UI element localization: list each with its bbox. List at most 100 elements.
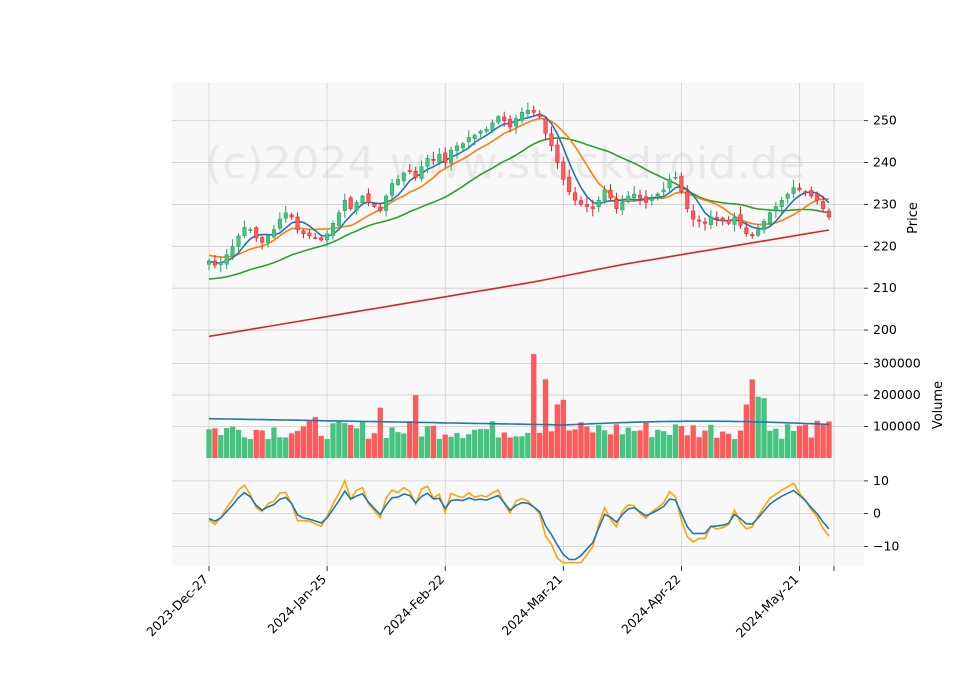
volume-bar [348,424,354,458]
candle-body [549,133,554,147]
volume-bar [613,424,620,458]
candle-body [454,145,460,152]
volume-bar [395,432,401,458]
y-tick-label: 250 [873,113,897,128]
ma-200-line [208,229,830,338]
candle-body [815,193,820,201]
candle-body [555,144,560,163]
volume-bar [318,435,324,458]
candle-body [809,190,814,197]
volume-bar [578,422,584,458]
volume-bar [336,420,342,458]
y-tick-label: 210 [873,280,897,295]
volume-bar [253,429,259,458]
candle-body [602,189,607,201]
candle-body [248,229,253,231]
candle-body [460,143,465,149]
volume-bar [661,431,667,458]
candle-body [584,204,589,207]
candle-body [779,200,784,208]
candle-body [649,197,654,201]
y-tick-label: 200 [873,322,897,337]
candle-body [567,176,572,193]
candle-body [277,218,282,229]
volume-bar [407,421,413,458]
volume-bar [637,430,643,458]
candle-body [266,235,271,243]
candle-body [224,254,229,265]
y-tick-label: 230 [873,196,897,211]
volume-bar [389,427,395,458]
candle-body [437,153,442,163]
ma-short-line [208,113,830,264]
x-tick-label: 2024-Jan-25 [264,572,329,637]
y-tick-label: 0 [873,506,881,521]
candle-body [767,212,772,224]
volume-bar [584,426,590,458]
volume-bar [596,425,602,458]
volume-bar [489,421,496,458]
candle-body [679,176,684,193]
volume-bar [525,432,531,458]
candle-body [537,114,542,117]
candle-body [230,246,235,257]
volume-bar [678,426,685,458]
volume-bar [542,379,549,458]
volume-bar [761,398,767,458]
candle-body [472,135,477,140]
oscillator-b-line [208,478,830,564]
volume-bar [365,438,372,458]
candle-body [384,195,389,211]
candle-body [519,112,524,121]
candle-body [218,261,223,266]
candle-body [714,217,719,220]
candle-body [236,235,241,247]
volume-bar [448,436,454,458]
candle-body [319,237,324,241]
candle-body [425,158,430,167]
volume-bar [531,354,537,458]
candle-body [307,232,312,237]
candle-body [254,227,259,239]
volume-bar [306,420,313,458]
candle-body [336,212,341,226]
volume-bar [371,433,377,458]
volume-bar [619,434,625,458]
y-tick-label: 200000 [873,387,921,402]
candle-body [325,233,330,241]
candle-body [525,109,530,114]
candle-body [762,220,767,231]
candle-body [720,217,725,222]
volume-bar [460,438,466,458]
volume-bar [790,431,797,458]
volume-bar [737,430,744,458]
volume-bar [259,430,265,458]
volume-bar [501,432,507,458]
candle-body [466,137,471,142]
volume-bar [785,424,791,458]
candle-body [342,200,347,211]
volume-ma-line [208,417,830,426]
candle-body [378,206,383,211]
volume-bar [289,433,295,458]
volume-bar [607,434,614,458]
volume-bar [649,437,655,458]
y-tick-label: 220 [873,238,897,253]
volume-bar [548,431,555,458]
volume-bar [702,430,708,458]
candle-body [283,212,288,219]
volume-bar [324,439,330,458]
x-tick-label: 2023-Dec-27 [143,572,211,640]
volume-bar [430,425,437,458]
volume-bar [601,430,608,458]
volume-bar [330,423,336,458]
volume-bar [241,437,248,458]
volume-bar [767,430,773,458]
volume-bar [631,430,637,458]
candle-body [785,193,790,199]
candle-body [797,187,802,191]
candle-body [561,161,566,180]
volume-bar [690,425,696,458]
volume-bar [483,429,490,458]
